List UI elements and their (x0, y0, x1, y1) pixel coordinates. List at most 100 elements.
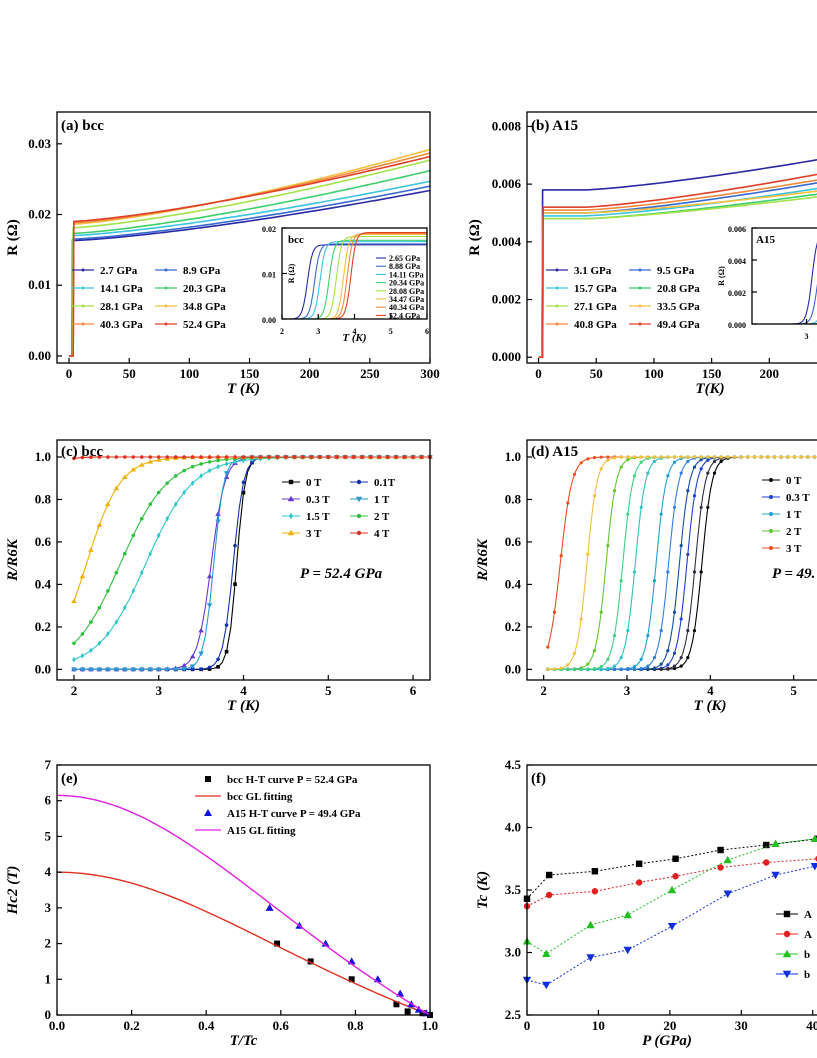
data-point (190, 667, 195, 672)
legend-marker (205, 776, 211, 782)
x-tick-label: 30 (735, 1018, 748, 1033)
data-point (799, 455, 803, 459)
data-point (265, 903, 274, 911)
legend-label: 2 T (786, 526, 802, 538)
legend-label: 4 T (374, 528, 390, 540)
data-point (699, 570, 703, 574)
data-point (394, 455, 398, 459)
legend-marker (769, 478, 773, 482)
x-tick-label: 50 (123, 366, 136, 381)
data-point (402, 455, 407, 459)
x-tick-label: 0.0 (49, 1018, 65, 1033)
data-point (139, 569, 144, 576)
x-tick-label: 6 (410, 683, 417, 698)
data-point (712, 455, 717, 459)
legend-marker (555, 304, 559, 308)
legend-marker (555, 322, 559, 326)
data-point (752, 455, 757, 459)
data-point (626, 629, 630, 633)
data-point (586, 920, 595, 929)
legend-label: 0.3 T (306, 494, 330, 506)
data-point (123, 455, 127, 459)
data-point (224, 461, 229, 467)
data-point (343, 455, 348, 459)
legend-marker (164, 286, 168, 290)
data-point (652, 579, 657, 583)
data-point (414, 1005, 423, 1013)
inset-x-label: T (K) (342, 332, 366, 344)
data-point (723, 890, 732, 898)
legend-label: 28.1 GPa (100, 301, 143, 313)
series-line (538, 159, 817, 359)
data-point (165, 515, 170, 522)
x-tick-label: 150 (702, 366, 722, 381)
y-tick-label: 0.02 (28, 207, 51, 222)
data-point (771, 871, 780, 880)
data-point (113, 667, 120, 673)
data-point (224, 623, 229, 627)
y-tick-label: 3.5 (505, 882, 522, 897)
legend-label: bcc GL fitting (227, 791, 293, 803)
data-point (348, 976, 355, 983)
data-point (612, 456, 617, 460)
data-point (699, 505, 703, 510)
panel-title: (f) (531, 771, 546, 787)
legend-label: 1.5 T (306, 511, 330, 523)
data-point (679, 664, 683, 668)
x-tick-label: 4 (707, 683, 714, 698)
data-point (652, 459, 657, 464)
data-point (216, 455, 220, 459)
data-point (189, 653, 196, 659)
y-axis-label: R/R6K (5, 538, 21, 582)
data-point (632, 570, 637, 574)
data-point (639, 460, 643, 464)
data-point (233, 455, 237, 459)
x-tick-label: 2 (280, 327, 284, 336)
data-point (619, 579, 623, 583)
legend-label: 2 T (374, 511, 390, 523)
inset-y-label: R (Ω) (717, 266, 726, 286)
data-point (666, 570, 670, 574)
data-point (182, 468, 186, 473)
data-point (592, 455, 597, 460)
y-tick-label: 0.008 (492, 118, 522, 133)
data-point (672, 855, 679, 862)
data-point (623, 946, 632, 955)
data-point (182, 489, 186, 496)
data-point (301, 455, 305, 459)
data-point (679, 455, 683, 459)
panel-title: (c) bcc (61, 444, 103, 460)
data-point (672, 664, 677, 668)
data-point (199, 462, 203, 466)
data-point (215, 519, 221, 525)
data-point (122, 667, 128, 673)
data-point (317, 455, 322, 459)
data-point (148, 455, 153, 459)
legend-marker (638, 286, 642, 290)
data-point (123, 551, 127, 556)
data-point (666, 474, 670, 478)
data-point (599, 467, 603, 471)
data-point (206, 603, 213, 608)
data-point (692, 455, 697, 459)
data-point (566, 663, 570, 667)
legend-label: 27.1 GPa (574, 301, 617, 313)
legend-marker (81, 304, 85, 308)
data-point (292, 455, 297, 459)
inset-legend-label: 40.34 GPa (389, 303, 424, 312)
data-point (79, 667, 86, 673)
legend-label: bcc H-T curve P = 52.4 GPa (227, 774, 358, 786)
y-tick-label: 7 (45, 757, 52, 772)
data-point (207, 460, 212, 464)
data-point (216, 458, 220, 463)
data-point (719, 459, 723, 464)
data-point (106, 631, 110, 637)
legend-label: 8.9 GPa (183, 265, 221, 277)
data-point (113, 485, 120, 491)
data-point (138, 667, 145, 673)
x-axis-label: T (K) (227, 698, 260, 714)
data-point (692, 570, 697, 574)
data-point (275, 455, 280, 459)
legend-marker (638, 304, 642, 308)
